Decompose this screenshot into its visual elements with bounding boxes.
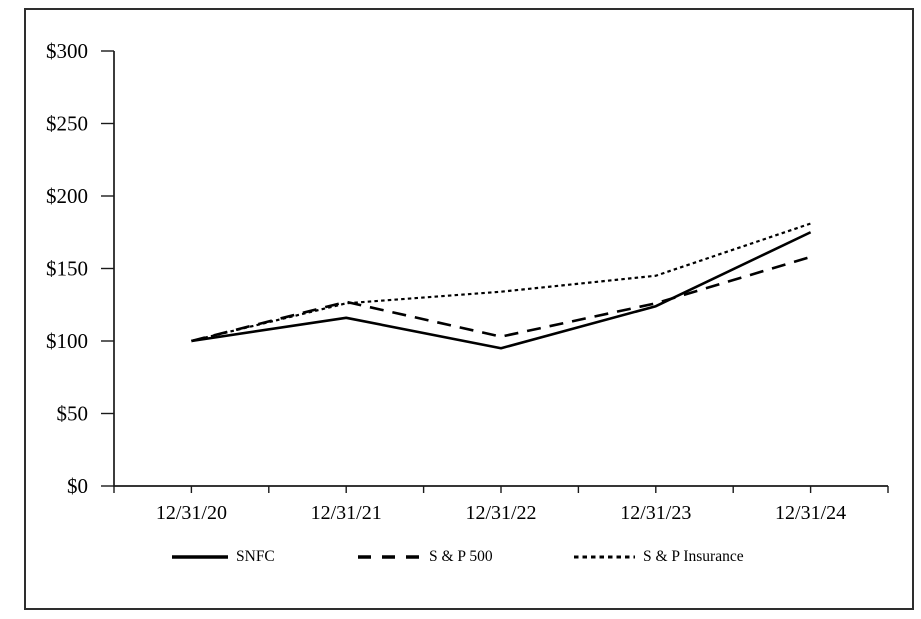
series-line-s-p-500 [191,255,811,343]
dotted-line-icon [574,555,635,559]
dashed-line-icon [358,555,421,559]
axis-lines [113,51,888,487]
legend-item-sp-insurance: S & P Insurance [573,548,744,566]
legend-item-sp500: S & P 500 [357,548,493,566]
y-axis-label: $250 [46,112,88,136]
y-axis-label: $0 [67,474,88,498]
y-axis-label: $300 [46,39,88,63]
x-axis-label: 12/31/21 [311,502,382,524]
x-axis-label: 12/31/23 [620,502,691,524]
x-axis-label: 12/31/20 [156,502,227,524]
chart-frame [24,8,914,610]
legend-label-snfc: SNFC [236,548,275,565]
x-axis-label: 12/31/22 [465,502,536,524]
y-axis-label: $200 [46,184,88,208]
series-line-s-p-insurance [191,222,811,343]
chart-legend: SNFC S & P 500 S & P Insurance [0,548,921,574]
series-line-snfc [191,231,812,350]
y-axis-label: $100 [46,329,88,353]
solid-line-icon [172,555,228,559]
legend-item-snfc: SNFC [171,548,275,566]
x-axis-label: 12/31/24 [775,502,846,524]
y-axis-label: $150 [46,257,88,281]
y-axis-label: $50 [57,402,89,426]
legend-label-sp500: S & P 500 [429,548,493,565]
legend-label-sp-insurance: S & P Insurance [643,548,744,565]
